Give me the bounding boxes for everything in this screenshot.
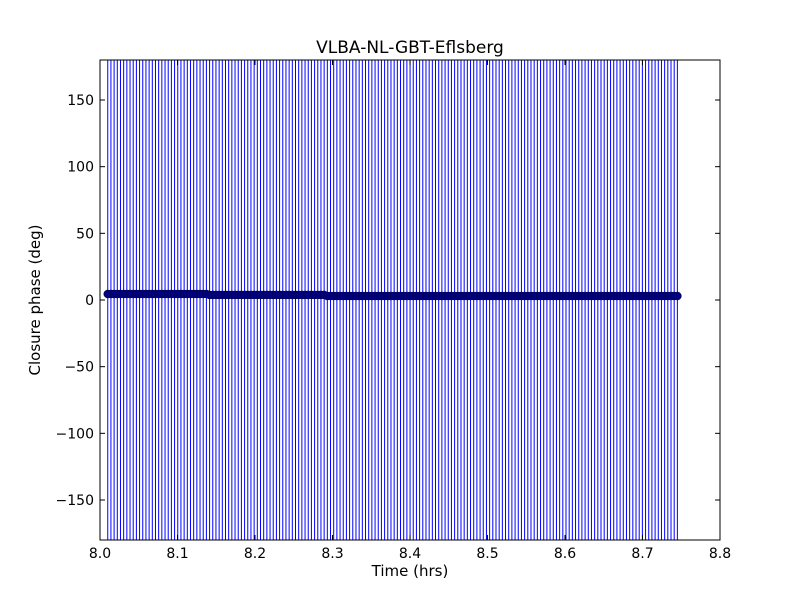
x-tick-label: 8.4 [399, 546, 421, 562]
chart-title: VLBA-NL-GBT-Eflsberg [316, 38, 504, 58]
y-axis: −150 −100 −50 0 50 100 150 [56, 93, 720, 509]
y-tick-label: −100 [56, 426, 94, 442]
y-tick-label: 100 [67, 160, 94, 176]
y-axis-label: Closure phase (deg) [26, 225, 44, 376]
x-axis: 8.0 8.1 8.2 8.3 8.4 8.5 8.6 8.7 8.8 [89, 60, 731, 562]
x-tick-label: 8.2 [244, 546, 266, 562]
x-tick-label: 8.7 [631, 546, 653, 562]
data-point [673, 291, 682, 301]
marker-layer [103, 289, 682, 301]
x-tick-label: 8.8 [709, 546, 731, 562]
y-tick-label: 150 [67, 93, 94, 109]
x-axis-label: Time (hrs) [371, 562, 449, 580]
x-tick-label: 8.0 [89, 546, 111, 562]
y-tick-label: −150 [56, 493, 94, 509]
x-tick-label: 8.6 [554, 546, 576, 562]
x-tick-label: 8.3 [321, 546, 343, 562]
y-tick-label: −50 [64, 360, 94, 376]
x-tick-label: 8.1 [166, 546, 188, 562]
x-tick-label: 8.5 [476, 546, 498, 562]
y-tick-label: 0 [85, 293, 94, 309]
y-tick-label: 50 [76, 226, 94, 242]
